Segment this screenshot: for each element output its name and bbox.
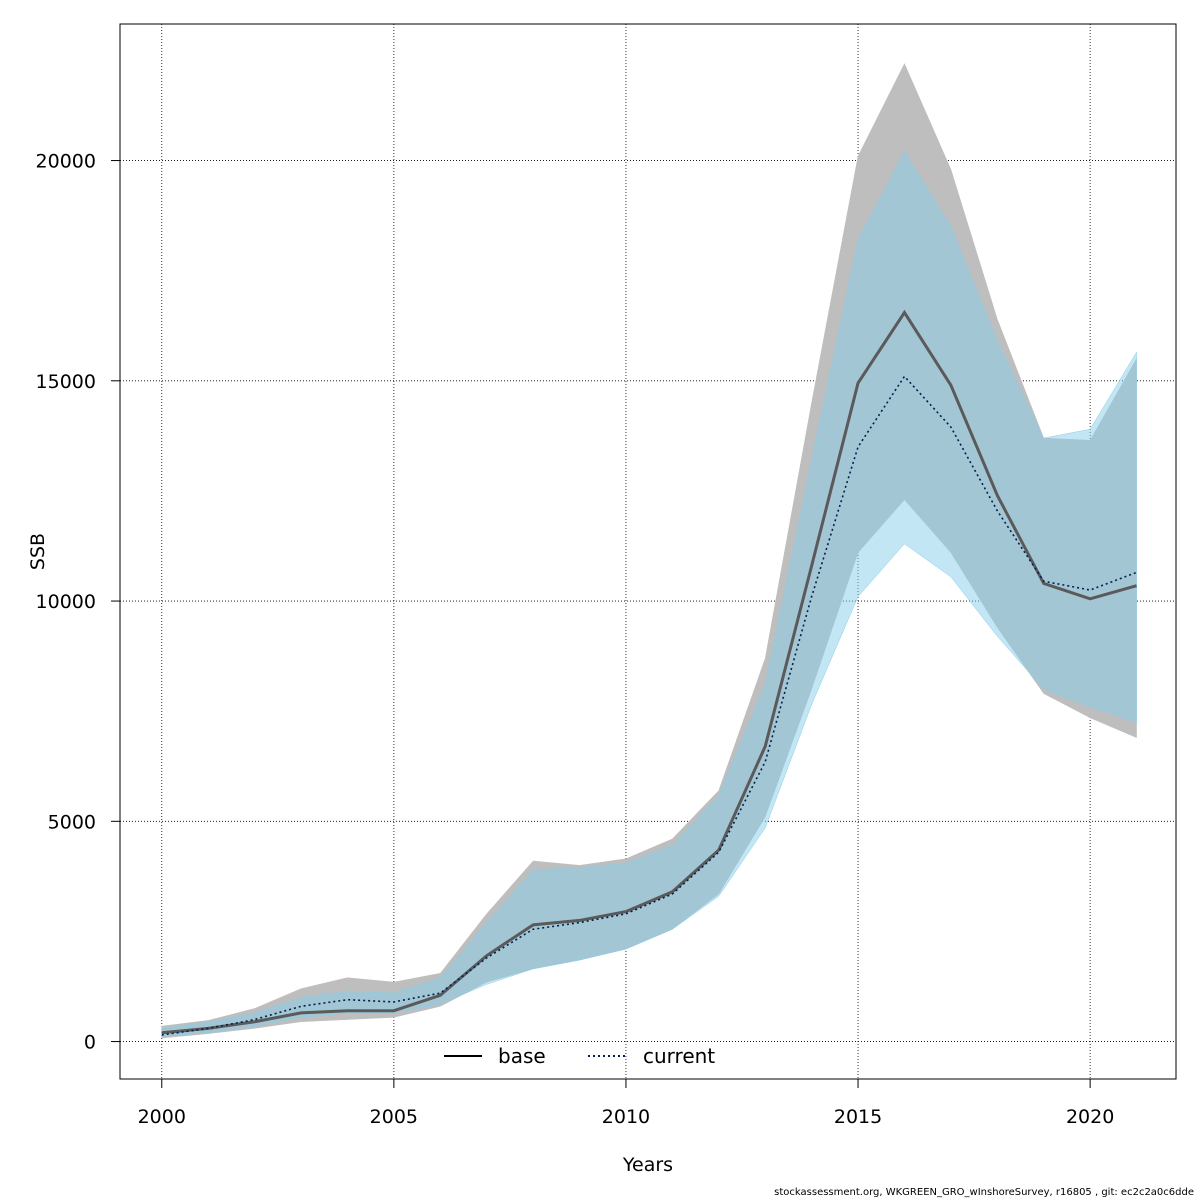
y-tick-label-0: 0 bbox=[84, 1032, 96, 1054]
confidence-bands bbox=[161, 63, 1137, 1039]
plot-frame bbox=[119, 23, 1177, 1080]
line-base bbox=[161, 309, 1137, 1035]
x-tick-label-2000: 2000 bbox=[138, 1106, 186, 1128]
y-tick-label-20000: 20000 bbox=[36, 151, 96, 173]
footer-credit: stockassessment.org, WKGREEN_GRO_wInshor… bbox=[774, 1187, 1194, 1198]
x-tick-label-2010: 2010 bbox=[602, 1106, 650, 1128]
axis-ticks: 2000 2005 2010 2015 2020 0 5000 10000 15000 20000 bbox=[36, 151, 1115, 1128]
x-axis-title: Years bbox=[622, 1154, 673, 1176]
y-tick-label-15000: 15000 bbox=[36, 371, 96, 393]
legend-label-current: current bbox=[643, 1044, 715, 1068]
line-current bbox=[161, 375, 1137, 1036]
x-tick-label-2020: 2020 bbox=[1066, 1106, 1114, 1128]
y-axis-title: SSB bbox=[27, 533, 49, 570]
y-tick-label-10000: 10000 bbox=[36, 591, 96, 613]
series-lines bbox=[161, 309, 1137, 1036]
x-tick-label-2005: 2005 bbox=[370, 1106, 418, 1128]
x-tick-label-2015: 2015 bbox=[834, 1106, 882, 1128]
legend: base current bbox=[444, 1044, 715, 1068]
band-current bbox=[161, 151, 1137, 1037]
legend-label-base: base bbox=[498, 1044, 546, 1068]
y-tick-label-5000: 5000 bbox=[48, 811, 96, 833]
